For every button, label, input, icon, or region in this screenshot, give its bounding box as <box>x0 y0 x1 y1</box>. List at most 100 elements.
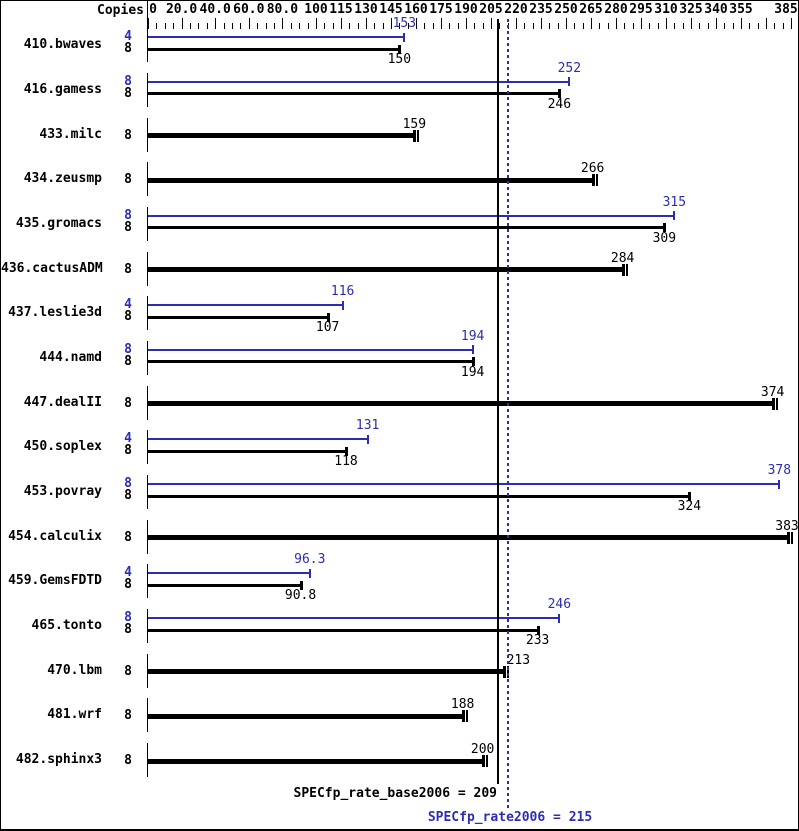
copies-label: 8 <box>124 172 132 188</box>
axis-tick-label: 295 <box>629 2 653 17</box>
bar-end-tick <box>413 129 417 142</box>
axis-tick-label: 130 <box>354 2 378 17</box>
bar-base <box>148 315 328 319</box>
benchmark-name: 450.soplex <box>23 439 102 455</box>
axis-minor-tick <box>782 23 784 29</box>
axis-major-tick <box>741 18 742 29</box>
copies-label: 8 <box>124 708 132 724</box>
axis-minor-tick <box>164 23 166 29</box>
axis-major-tick <box>391 18 392 29</box>
bar-value-label: 374 <box>760 384 785 400</box>
axis-minor-tick <box>290 23 292 29</box>
axis-minor-tick <box>206 23 208 29</box>
axis-minor-tick <box>624 23 626 29</box>
bar-peak <box>148 617 560 620</box>
axis-major-tick <box>591 18 592 29</box>
axis-tick-label: 40.0 <box>199 2 231 17</box>
axis-major-tick <box>616 18 617 29</box>
bar-end-tick <box>595 174 598 187</box>
axis-minor-tick <box>382 23 384 29</box>
benchmark-name: 410.bwaves <box>23 37 102 53</box>
bar-value-label: 213 <box>506 652 531 668</box>
axis-minor-tick <box>156 23 158 29</box>
benchmark-name: 436.cactusADM <box>1 260 103 276</box>
bar-end-tick <box>471 345 474 355</box>
axis-major-tick <box>766 18 767 29</box>
copies-label: 8 <box>124 41 132 57</box>
copies-label: 8 <box>124 85 132 101</box>
axis-tick-label: 60.0 <box>233 2 265 17</box>
bar-base <box>148 47 400 51</box>
axis-minor-tick <box>657 23 659 29</box>
axis-minor-tick <box>649 23 651 29</box>
bar-end-tick <box>771 397 775 410</box>
bar-base <box>148 449 346 453</box>
axis-origin-line <box>147 1 148 29</box>
axis-major-tick <box>641 18 642 29</box>
row-axis-segment <box>147 296 148 331</box>
row-axis-segment <box>147 340 148 375</box>
bar-value-label: 309 <box>652 230 677 246</box>
row-axis-segment <box>147 117 148 152</box>
axis-tick-label: 205 <box>479 2 503 17</box>
base-mean-reference-line <box>496 19 499 784</box>
benchmark-name: 433.milc <box>39 126 102 142</box>
benchmark-name: 454.calculix <box>8 528 102 544</box>
axis-tick-label: 355 <box>729 2 753 17</box>
row-axis-segment <box>147 385 148 420</box>
axis-minor-tick <box>324 23 326 29</box>
row-axis-segment <box>147 698 148 733</box>
row-axis-segment <box>147 72 148 107</box>
bar-end-tick <box>673 211 676 221</box>
copies-label: 8 <box>124 443 132 459</box>
axis-major-tick <box>416 18 417 29</box>
bar-value-label: 153 <box>392 16 417 32</box>
bar-base <box>148 92 560 96</box>
axis-minor-tick <box>574 23 576 29</box>
axis-minor-tick <box>724 23 726 29</box>
axis-tick-label: 20.0 <box>165 2 198 17</box>
axis-tick-label: 310 <box>654 2 678 17</box>
copies-label: 8 <box>124 127 132 143</box>
bar-end-tick <box>621 263 625 276</box>
bar-end-tick <box>308 568 311 578</box>
bar-value-label: 383 <box>775 518 799 534</box>
axis-minor-tick <box>449 23 451 29</box>
row-axis-segment <box>147 430 148 465</box>
benchmark-name: 437.leslie3d <box>8 305 102 321</box>
copies-label: 8 <box>124 219 132 235</box>
axis-minor-tick <box>349 23 351 29</box>
bar-value-label: 159 <box>402 116 427 132</box>
axis-major-tick <box>316 18 317 29</box>
axis-major-tick <box>666 18 667 29</box>
axis-minor-tick <box>332 23 334 29</box>
copies-label: 8 <box>124 753 132 769</box>
bar-value-label: 315 <box>662 194 687 210</box>
axis-minor-tick <box>699 23 701 29</box>
copies-column-header: Copies <box>97 3 144 18</box>
copies-label: 8 <box>124 488 132 503</box>
axis-minor-tick <box>674 23 676 29</box>
axis-tick-label: 80.0 <box>266 2 299 17</box>
bar-single <box>148 713 463 719</box>
axis-major-tick <box>248 18 250 29</box>
axis-minor-tick <box>173 23 175 29</box>
bar-end-tick <box>485 755 488 768</box>
benchmark-name: 453.povray <box>23 484 102 499</box>
copies-label: 4 <box>124 29 132 45</box>
bar-end-tick <box>403 32 406 42</box>
base-summary-label: SPECfp_rate_base2006 = 209 <box>293 786 498 801</box>
benchmark-name: 416.gamess <box>23 81 102 97</box>
bar-value-label: 233 <box>525 633 550 649</box>
bar-value-label: 284 <box>610 250 635 266</box>
copies-label: 8 <box>124 577 132 593</box>
copies-label: 8 <box>124 309 132 325</box>
bar-end-tick <box>481 755 485 768</box>
axis-tick-label: 385 <box>774 2 798 17</box>
axis-minor-tick <box>307 23 309 29</box>
axis-major-tick <box>491 18 492 29</box>
axis-minor-tick <box>499 23 501 29</box>
bar-end-tick <box>465 710 468 723</box>
axis-minor-tick <box>424 23 426 29</box>
axis-minor-tick <box>599 23 601 29</box>
